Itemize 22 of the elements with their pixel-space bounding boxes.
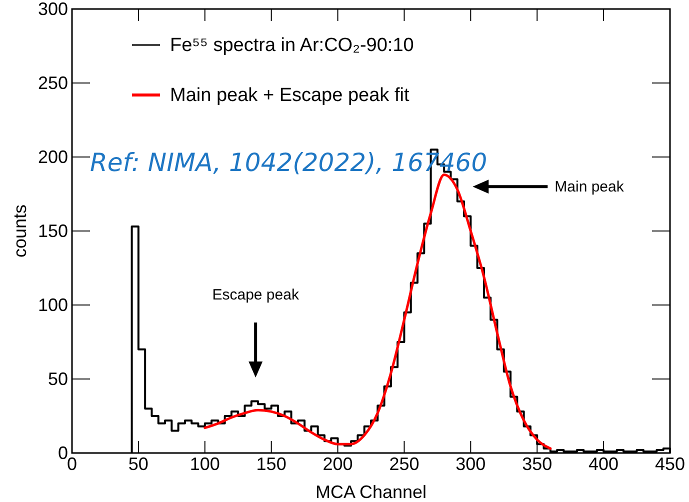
x-tick-label: 450 [654,454,686,474]
y-axis-title: counts [10,204,30,258]
annotation: Escape peak [212,286,300,304]
x-tick-label: 200 [322,454,353,474]
y-tick-label: 200 [38,147,68,167]
y-tick-label: 150 [38,221,68,241]
x-tick-label: 50 [128,454,148,474]
x-tick-label: 100 [190,454,220,474]
x-tick-label: 350 [522,454,552,474]
y-tick-label: 300 [38,0,68,19]
x-tick-label: 150 [256,454,286,474]
legend-label: Fe⁵⁵ spectra in Ar:CO₂-90:10 [170,35,414,56]
x-axis-title: MCA Channel [315,482,427,502]
y-tick-label: 250 [38,73,68,93]
x-tick-label: 400 [588,454,619,474]
annotation: Main peak [554,178,624,196]
x-tick-label: 300 [456,454,486,474]
y-tick-label: 50 [48,369,68,389]
y-tick-label: 100 [38,295,68,315]
legend-label: Main peak + Escape peak fit [170,85,410,106]
x-tick-label: 250 [389,454,420,474]
line-series [204,174,552,450]
